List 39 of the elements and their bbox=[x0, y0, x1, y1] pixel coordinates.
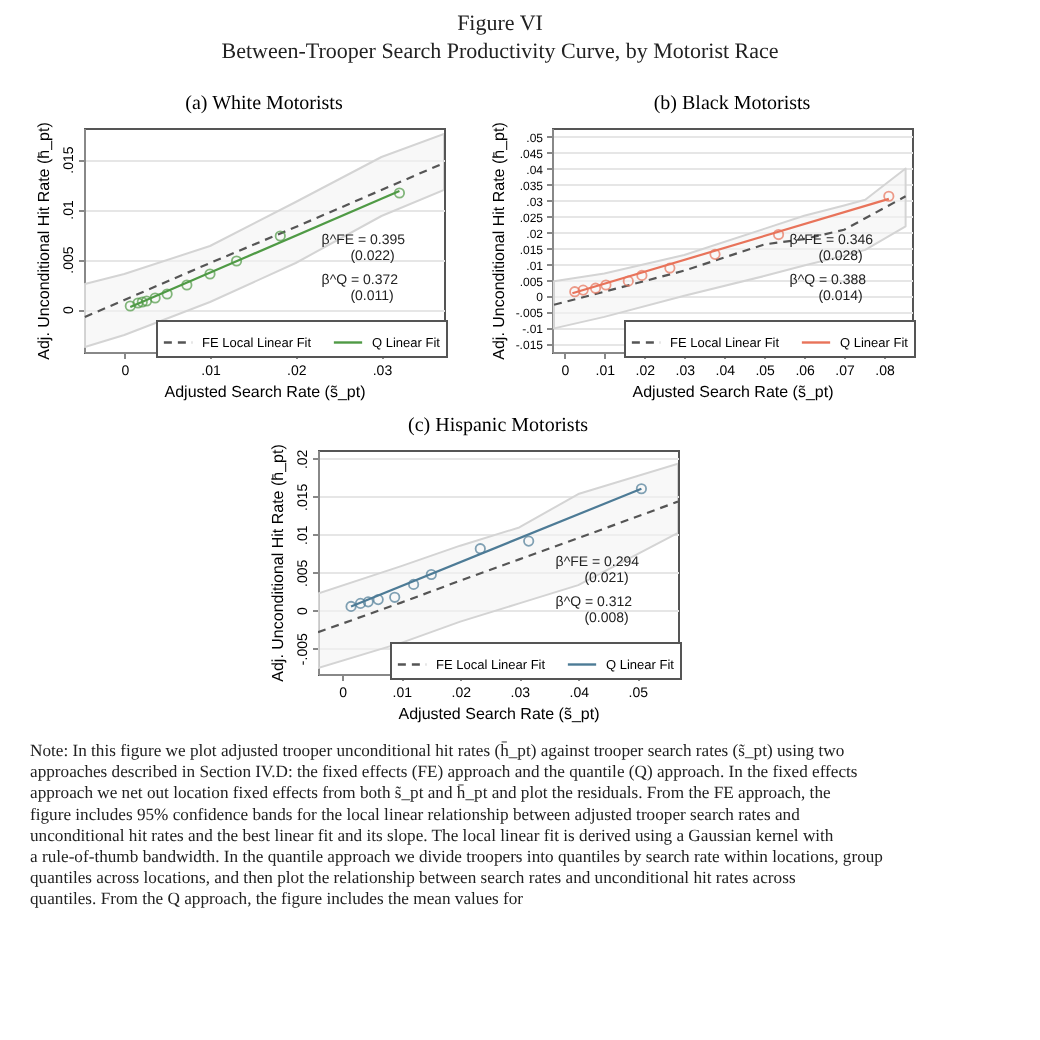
x-axis-title: Adjusted Search Rate (s̃_pt) bbox=[632, 383, 835, 401]
line-series bbox=[84, 161, 444, 319]
point bbox=[709, 248, 721, 260]
line-series bbox=[552, 195, 907, 306]
point bbox=[589, 282, 602, 294]
point bbox=[622, 275, 634, 287]
point bbox=[636, 269, 648, 281]
point bbox=[600, 279, 612, 291]
point bbox=[569, 286, 581, 298]
point bbox=[140, 295, 153, 307]
point bbox=[230, 255, 243, 267]
y-axis-title: Adj. Unconditional Hit Rate (h̄_pt) bbox=[269, 443, 287, 682]
text: Note: In this figure we plot adjusted trooper unconditional hit rates (h̄_pt) against trooper search rates (s̃_pt) using two approaches described in Section IV.D: the fixed effects (FE) approach and the quantile (Q) approach. In the fixed effects approach we net out location fixed effects from both s̃_pt and h̄_pt and plot the residuals. From the FE approach, the figure includes 95% confidence bands for the local linear relationship between adjusted trooper search rates and unconditional hit rates and the best linear fit and its slope. The local linear fit is derived using a Gaussian kernel with a rule-of-thumb bandwidth. In the quantile approach we divide troopers into quantiles by search rate within locations, group quantiles across locations, and then plot the relationship between search rates and unconditional hit rates across quantiles. From the Q approach, the figure includes the mean values for bbox=[30, 740, 883, 909]
point bbox=[523, 535, 535, 547]
chart-title: (c) Hispanic Motorists bbox=[408, 415, 589, 438]
point bbox=[161, 288, 173, 300]
chart-title: (a) White Motorists bbox=[185, 93, 343, 116]
point bbox=[362, 596, 374, 608]
point bbox=[274, 230, 286, 242]
point bbox=[474, 543, 486, 555]
point bbox=[664, 262, 676, 274]
point bbox=[425, 568, 437, 581]
point bbox=[136, 296, 148, 308]
point bbox=[372, 594, 384, 606]
y-axis-title: Adj. Unconditional Hit Rate (h̄_pt) bbox=[489, 121, 508, 360]
y-axis-title: Adj. Unconditional Hit Rate (h̄_pt) bbox=[35, 121, 53, 360]
text: Figure VI bbox=[457, 12, 544, 36]
point bbox=[149, 292, 161, 304]
point bbox=[181, 279, 193, 291]
point bbox=[354, 597, 367, 609]
chart-title: (b) Black Motorists bbox=[653, 93, 811, 116]
point bbox=[204, 268, 216, 280]
point bbox=[772, 228, 785, 241]
point bbox=[577, 284, 589, 296]
point bbox=[408, 578, 420, 590]
x-axis-title: Adjusted Search Rate (s̃_pt) bbox=[164, 383, 367, 401]
point bbox=[389, 591, 401, 603]
text: Between-Trooper Search Productivity Curve, by Motorist Race bbox=[221, 40, 779, 64]
x-axis-title: Adjusted Search Rate (s̃_pt) bbox=[398, 705, 601, 723]
